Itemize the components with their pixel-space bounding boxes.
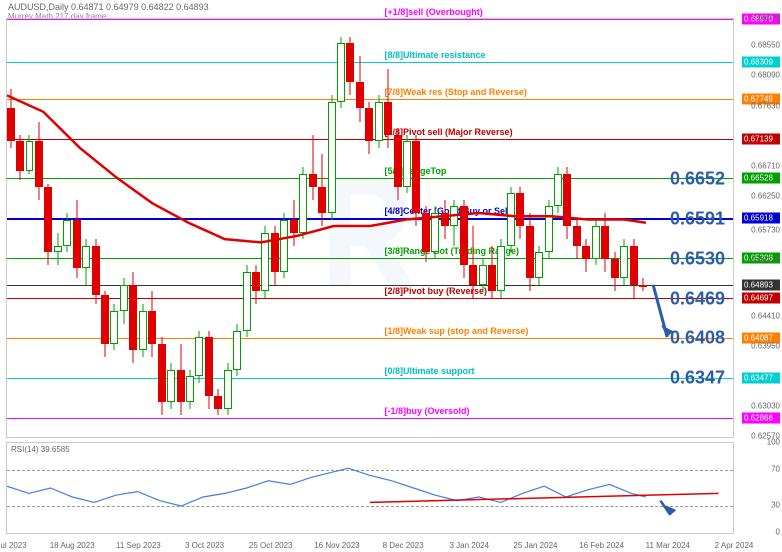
rsi-y-axis: 03070100 xyxy=(736,442,782,534)
x-tick: 3 Oct 2023 xyxy=(185,541,224,550)
x-tick: 25 Oct 2023 xyxy=(249,541,293,550)
x-tick: 2 Apr 2024 xyxy=(715,541,754,550)
x-tick: 18 Aug 2023 xyxy=(50,541,95,550)
x-tick: 8 Dec 2023 xyxy=(383,541,424,550)
x-tick: 3 Jan 2024 xyxy=(449,541,489,550)
x-tick: 25 Jan 2024 xyxy=(513,541,557,550)
x-tick: 11 Sep 2023 xyxy=(116,541,161,550)
x-tick: 27 Jul 2023 xyxy=(0,541,27,550)
y-tick: 0.68550 xyxy=(751,41,780,50)
rsi-plot xyxy=(7,443,733,533)
rsi-y-tick: 0 xyxy=(776,528,780,537)
y-tick: 0.63030 xyxy=(751,401,780,410)
rsi-y-tick: 70 xyxy=(771,465,780,474)
rsi-y-tick: 100 xyxy=(767,438,780,447)
forecast-arrow-icon xyxy=(7,19,733,437)
x-tick: 11 Mar 2024 xyxy=(646,541,690,550)
y-tick: 0.65730 xyxy=(751,225,780,234)
y-tick: 0.67630 xyxy=(751,101,780,110)
y-tick: 0.66710 xyxy=(751,161,780,170)
chart-container: AUDUSD,Daily 0.64871 0.64979 0.64822 0.6… xyxy=(0,0,782,552)
y-tick: 0.64410 xyxy=(751,311,780,320)
y-tick: 0.63950 xyxy=(751,341,780,350)
x-tick: 16 Nov 2023 xyxy=(314,541,359,550)
y-tick: 0.65270 xyxy=(751,255,780,264)
rsi-chart[interactable]: RSI(14) 39.6585 xyxy=(6,442,734,534)
y-tick: 0.68970 xyxy=(751,14,780,23)
murrey-label: [+1/8]sell (Overbought) xyxy=(385,7,483,17)
x-tick: 16 Feb 2024 xyxy=(579,541,624,550)
y-tick: 0.68090 xyxy=(751,71,780,80)
chart-title: AUDUSD,Daily 0.64871 0.64979 0.64822 0.6… xyxy=(8,2,209,12)
x-axis: 27 Jul 202318 Aug 202311 Sep 20233 Oct 2… xyxy=(6,536,734,552)
rsi-y-tick: 30 xyxy=(771,501,780,510)
y-tick: 0.66250 xyxy=(751,191,780,200)
price-chart[interactable]: [+1/8]sell (Overbought)0.68970[8/8]Ultim… xyxy=(6,18,734,438)
price-y-axis: 0.625700.630300.639500.644100.652700.657… xyxy=(736,18,782,438)
